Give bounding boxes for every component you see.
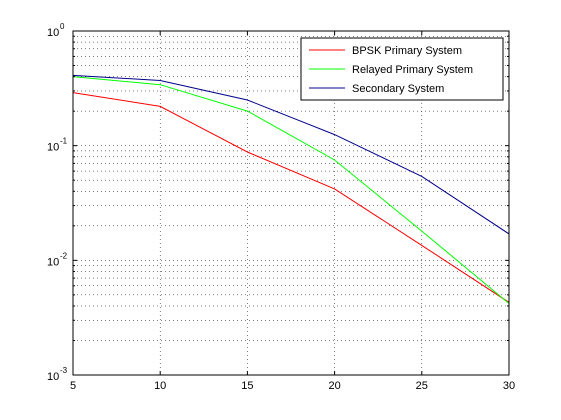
legend: BPSK Primary System Relayed Primary Syste… <box>300 37 504 101</box>
series-line <box>72 92 510 303</box>
y-tick-label: 10-1 <box>47 137 68 154</box>
grid-lines <box>73 31 509 375</box>
x-tick-label: 30 <box>503 380 515 392</box>
y-tick-label: 100 <box>47 22 65 39</box>
y-tick-label-exponent: -2 <box>60 251 68 260</box>
y-tick-label: 10-2 <box>47 251 68 268</box>
x-tick-label: 10 <box>154 380 166 392</box>
y-tick-label-base: 10 <box>47 27 59 39</box>
y-tick-label-exponent: -3 <box>60 366 68 375</box>
x-tick-label: 15 <box>241 380 253 392</box>
y-tick-label-base: 10 <box>47 371 59 383</box>
legend-label: Secondary System <box>352 83 444 95</box>
series-line <box>72 74 510 235</box>
x-tick-label: 20 <box>328 380 340 392</box>
y-tick-label-exponent: -1 <box>60 137 68 146</box>
series-lines <box>72 74 510 304</box>
y-tick-label-base: 10 <box>47 142 59 154</box>
y-tick-label: 10-3 <box>47 366 68 383</box>
plot-frame <box>72 30 510 376</box>
x-tick-label: 5 <box>70 380 76 392</box>
legend-label: Relayed Primary System <box>352 64 473 76</box>
series-line <box>72 76 510 304</box>
y-tick-label-exponent: 0 <box>60 22 65 31</box>
x-tick-label: 25 <box>416 380 428 392</box>
legend-label: BPSK Primary System <box>352 45 462 57</box>
y-tick-label-base: 10 <box>47 256 59 268</box>
